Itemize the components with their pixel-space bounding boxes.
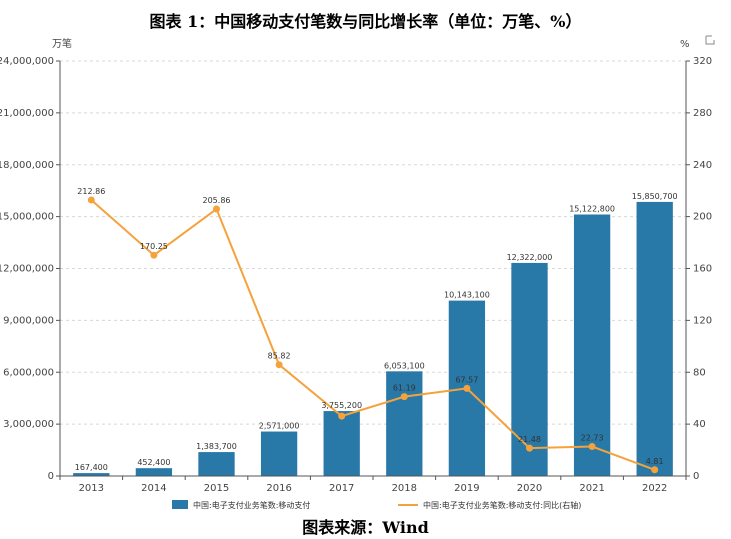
- line-point: [87, 196, 95, 204]
- left-tick-label: 12,000,000: [0, 264, 54, 275]
- right-axis-unit: %: [680, 39, 690, 50]
- x-tick-label: 2022: [642, 483, 667, 494]
- legend-bar-label: 中国:电子支付业务笔数:移动支付: [193, 500, 310, 510]
- line-value-label: 21.48: [518, 435, 541, 444]
- left-tick-label: 9,000,000: [3, 315, 54, 326]
- bar: [135, 468, 173, 476]
- x-tick-label: 2019: [454, 483, 479, 494]
- bar: [323, 411, 360, 476]
- bar-value-label: 6,053,100: [384, 361, 425, 370]
- line-value-label: 67.57: [455, 375, 478, 384]
- bar-value-label: 452,400: [137, 458, 170, 467]
- left-tick-label: 3,000,000: [3, 419, 54, 430]
- bar: [73, 473, 110, 476]
- right-tick-label: 80: [693, 367, 706, 378]
- left-tick-label: 6,000,000: [3, 367, 54, 378]
- legend-line-label: 中国:电子支付业务笔数:移动支付:同比(右轴): [423, 500, 581, 510]
- legend: 中国:电子支付业务笔数:移动支付 中国:电子支付业务笔数:移动支付:同比(右轴): [172, 500, 581, 510]
- data-labels: 167,400 452,400 1,383,700 2,571,000 3,755,20…: [75, 187, 678, 472]
- line-point: [338, 412, 346, 420]
- line-point: [400, 393, 408, 401]
- left-tick-label: 18,000,000: [0, 160, 54, 171]
- line-point: [463, 384, 471, 392]
- right-tick-label: 120: [693, 315, 712, 326]
- right-tick-label: 0: [693, 471, 699, 482]
- line-point: [150, 251, 158, 259]
- right-tick-label: 320: [693, 56, 712, 67]
- line-value-label: 22.73: [581, 434, 604, 443]
- x-tick-label: 2020: [517, 483, 542, 494]
- line-value-label: 170.25: [140, 242, 168, 251]
- x-tick-label: 2017: [329, 483, 354, 494]
- bar: [198, 452, 235, 476]
- bar-value-label: 10,143,100: [444, 291, 490, 300]
- line-value-label: 61.19: [393, 384, 416, 393]
- growth-line: [90, 199, 656, 471]
- right-tick-label: 40: [693, 419, 706, 430]
- right-tick-label: 280: [693, 108, 712, 119]
- x-tick-label: 2015: [204, 483, 229, 494]
- line-point: [651, 466, 659, 474]
- x-tick-label: 2013: [79, 483, 104, 494]
- x-tick-label: 2016: [266, 483, 291, 494]
- line-point: [588, 443, 596, 451]
- bar-value-label: 1,383,700: [196, 442, 237, 451]
- chart-source: 图表来源：Wind: [302, 518, 429, 537]
- bar: [260, 431, 298, 476]
- left-axis-unit: 万笔: [52, 37, 72, 50]
- line-point: [275, 361, 283, 369]
- line-value-label: 212.86: [77, 187, 105, 196]
- right-tick-label: 200: [693, 212, 712, 223]
- bar: [573, 214, 611, 476]
- line-value-label: 85.82: [268, 352, 291, 361]
- export-icon[interactable]: [705, 35, 715, 45]
- right-tick-label: 160: [693, 264, 712, 275]
- line-value-label: 205.86: [203, 196, 231, 205]
- left-tick-label: 21,000,000: [0, 108, 54, 119]
- line-series: [87, 196, 659, 474]
- bar-series: [73, 201, 673, 476]
- legend-bar-swatch: [172, 500, 188, 509]
- axes: 0 3,000,000 6,000,000 9,000,000 12,000,000 15…: [0, 56, 712, 494]
- bar: [386, 371, 423, 476]
- line-value-label: 4.81: [646, 457, 664, 466]
- grid-lines: [60, 60, 686, 425]
- bar-value-label: 167,400: [75, 463, 108, 472]
- bar-value-label: 15,850,700: [632, 192, 678, 201]
- chart-title: 图表 1：中国移动支付笔数与同比增长率（单位：万笔、%）: [149, 12, 582, 31]
- right-tick-label: 240: [693, 160, 712, 171]
- line-point: [526, 444, 533, 452]
- x-tick-label: 2014: [141, 483, 166, 494]
- bar-value-label: 3,755,200: [321, 401, 362, 410]
- bar-value-label: 15,122,800: [569, 205, 615, 214]
- bar-value-label: 12,322,000: [507, 253, 553, 262]
- bar: [511, 262, 548, 476]
- x-tick-label: 2021: [579, 483, 604, 494]
- left-tick-label: 15,000,000: [0, 212, 54, 223]
- line-point: [213, 205, 220, 213]
- bar: [636, 201, 673, 476]
- x-tick-label: 2018: [392, 483, 417, 494]
- left-tick-label: 24,000,000: [0, 56, 54, 67]
- bar-value-label: 2,571,000: [259, 422, 300, 431]
- left-tick-label: 0: [48, 471, 54, 482]
